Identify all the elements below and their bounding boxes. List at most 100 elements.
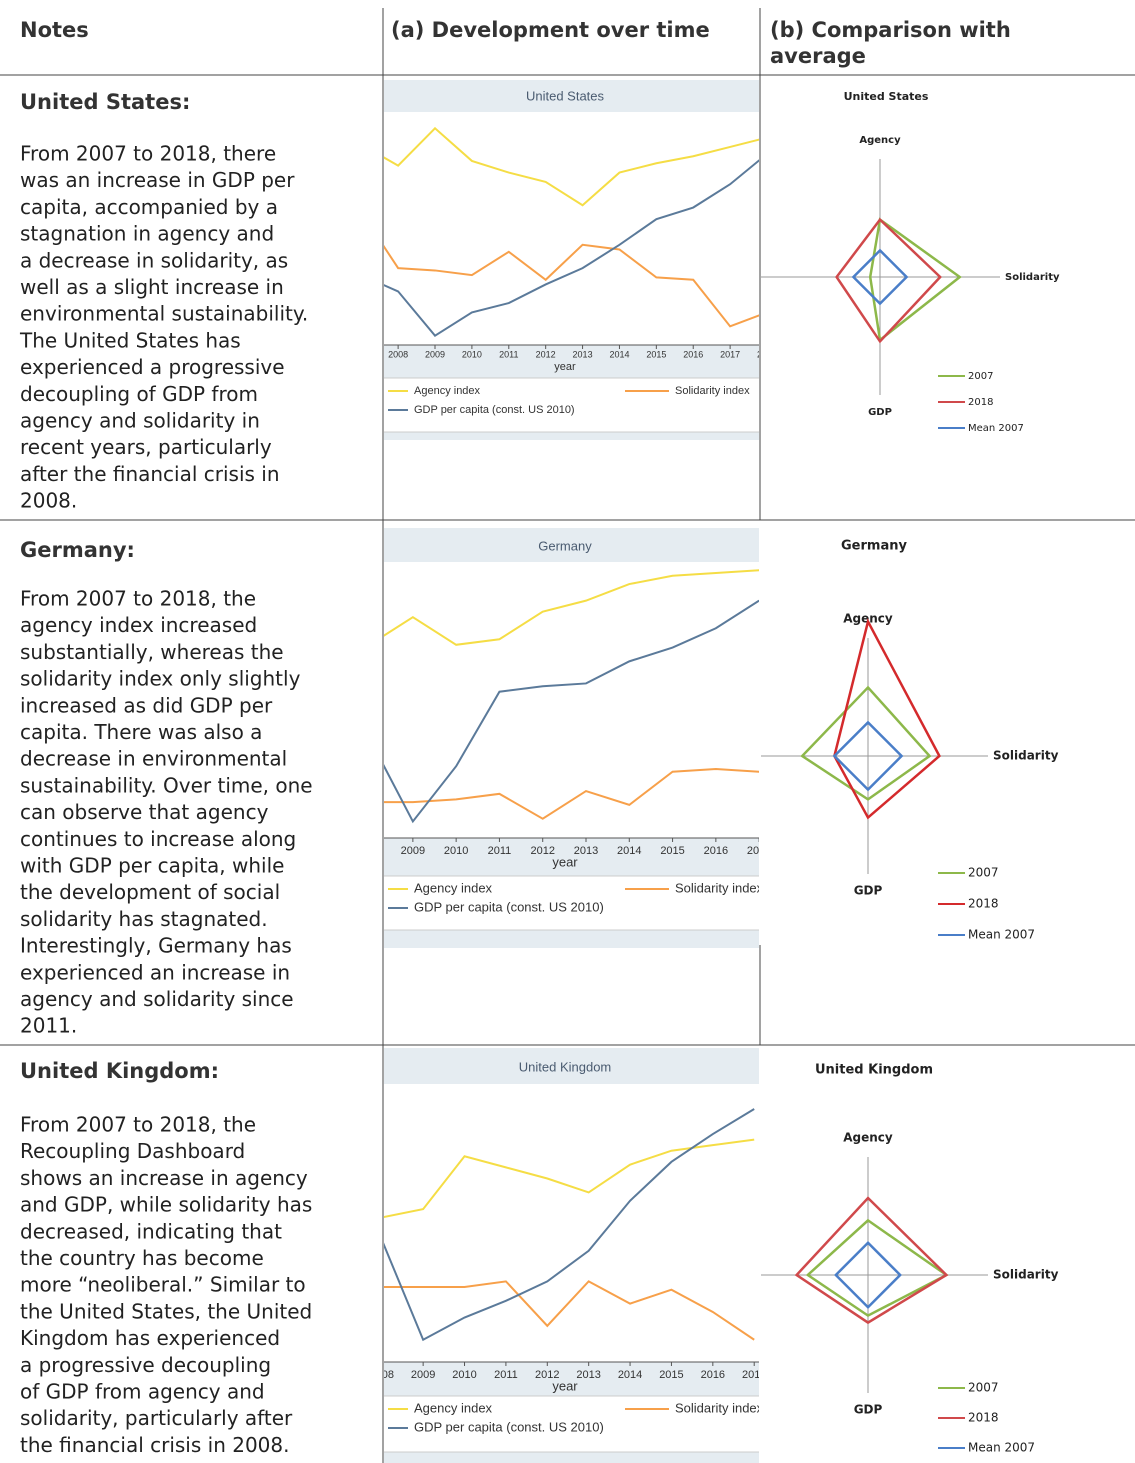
x-tick-label: 2013 bbox=[574, 845, 598, 857]
axis-label: Solidarity bbox=[993, 749, 1059, 763]
note-line: experienced a progressive bbox=[20, 355, 285, 379]
note-line: From 2007 to 2018, the bbox=[20, 1113, 256, 1137]
legend-label: Mean 2007 bbox=[968, 1441, 1035, 1455]
note-line: capita, accompanied by a bbox=[20, 195, 278, 219]
note-line: solidarity index only slightly bbox=[20, 667, 301, 691]
header-b: (b) Comparison with bbox=[770, 18, 1011, 42]
series-line bbox=[384, 569, 759, 646]
note-line: agency and solidarity in bbox=[20, 409, 260, 433]
x-axis-label: year bbox=[552, 854, 578, 869]
note-line: 2008. bbox=[20, 489, 77, 513]
x-tick-label: 2013 bbox=[573, 349, 593, 359]
axis-label: Agency bbox=[843, 612, 893, 626]
legend-label: Mean 2007 bbox=[968, 423, 1024, 434]
note-title: United States: bbox=[20, 90, 190, 114]
legend-label: Agency index bbox=[414, 1400, 493, 1415]
chart-title: Germany bbox=[538, 538, 592, 553]
legend-label: 2018 bbox=[968, 1411, 999, 1425]
note-line: the development of social bbox=[20, 880, 280, 904]
radar-polygon bbox=[833, 618, 941, 820]
x-tick-label: 2017 bbox=[720, 349, 740, 359]
series-line bbox=[384, 1280, 755, 1341]
radar-polygon bbox=[834, 1241, 902, 1309]
comparison-column: United States Agency Solidarity GDP 2007 2018… bbox=[761, 90, 1060, 1455]
legend-label: Mean 2007 bbox=[968, 928, 1035, 942]
chart-title: United Kingdom bbox=[519, 1059, 612, 1074]
note-line: a decrease in solidarity, as bbox=[20, 248, 288, 272]
chart-title: United Kingdom bbox=[815, 1063, 933, 1078]
note-title: United Kingdom: bbox=[20, 1059, 219, 1083]
x-tick-label: 2016 bbox=[704, 845, 728, 857]
chart-title: United States bbox=[844, 90, 929, 103]
series-line bbox=[384, 126, 759, 207]
note-line: solidarity has stagnated. bbox=[20, 907, 268, 931]
legend-label: 2018 bbox=[968, 397, 993, 408]
radar-polygon bbox=[868, 217, 962, 343]
radar-polygon bbox=[794, 1196, 949, 1325]
x-tick-label: 2016 bbox=[683, 349, 703, 359]
x-tick-label: 2011 bbox=[499, 349, 518, 359]
x-tick-label: 2009 bbox=[425, 349, 445, 359]
note-line: with GDP per capita, while bbox=[20, 854, 284, 878]
x-tick-label: 2015 bbox=[660, 845, 684, 857]
note-line: agency and solidarity since bbox=[20, 987, 294, 1011]
x-tick-label: 2010 bbox=[444, 845, 468, 857]
axis-label: GDP bbox=[854, 1403, 883, 1417]
note-line: and GDP, while solidarity has bbox=[20, 1193, 312, 1217]
table-rules bbox=[0, 8, 1135, 1463]
series-line bbox=[384, 767, 759, 820]
radar-polygon bbox=[835, 217, 942, 344]
x-tick-label: 2016 bbox=[701, 1369, 725, 1381]
x-tick-label: 2012 bbox=[536, 349, 556, 359]
x-tick-label: 2008 bbox=[388, 349, 408, 359]
plot-area bbox=[384, 112, 759, 345]
x-tick-label: 2015 bbox=[659, 1369, 683, 1381]
x-tick-label: 2010 bbox=[452, 1369, 476, 1381]
note-line: solidarity, particularly after bbox=[20, 1406, 293, 1430]
note-line: a progressive decoupling bbox=[20, 1353, 271, 1377]
legend-label: Agency index bbox=[414, 880, 493, 895]
plot-area bbox=[384, 562, 759, 838]
axis-label: Agency bbox=[859, 135, 901, 146]
legend-label: 2007 bbox=[968, 866, 999, 880]
axis-label: Solidarity bbox=[1005, 272, 1060, 283]
legend-label: 2018 bbox=[968, 897, 999, 911]
note-line: Kingdom has experienced bbox=[20, 1326, 280, 1350]
axis-label: Solidarity bbox=[993, 1268, 1059, 1282]
note-line: The United States has bbox=[19, 328, 241, 352]
x-tick-label: 2010 bbox=[462, 349, 482, 359]
note-line: substantially, whereas the bbox=[20, 640, 284, 664]
x-tick-label: 2015 bbox=[646, 349, 666, 359]
x-tick-label: 2014 bbox=[609, 349, 629, 359]
legend-box bbox=[384, 1395, 759, 1453]
note-line: sustainability. Over time, one bbox=[20, 773, 313, 797]
note-line: can observe that agency bbox=[20, 800, 269, 824]
x-tick-label: 2017 bbox=[747, 845, 771, 857]
development-column: United States 2008 2009 2010 2011 2012 2013 201… bbox=[370, 80, 771, 1463]
legend-label: 2007 bbox=[968, 371, 993, 382]
axis-label: Agency bbox=[843, 1131, 893, 1145]
x-tick-label: 2014 bbox=[617, 845, 641, 857]
header-a: (a) Development over time bbox=[391, 18, 710, 42]
note-line: of GDP from agency and bbox=[20, 1380, 265, 1404]
x-axis-label: year bbox=[552, 1378, 578, 1393]
x-tick-label: 2008 bbox=[370, 1369, 394, 1381]
legend-label: Solidarity index bbox=[675, 880, 764, 895]
note-line: Interestingly, Germany has bbox=[20, 934, 292, 958]
note-line: 2011. bbox=[20, 1014, 77, 1038]
note-line: From 2007 to 2018, there bbox=[20, 142, 276, 166]
chart-title: United States bbox=[526, 88, 605, 103]
x-tick-label: 2013 bbox=[576, 1369, 600, 1381]
note-line: recent years, particularly bbox=[20, 435, 272, 459]
legend-label: Solidarity index bbox=[675, 1400, 764, 1415]
series-line bbox=[384, 159, 759, 337]
note-line: more “neoliberal.” Similar to bbox=[20, 1273, 306, 1297]
radar-polygon bbox=[800, 685, 932, 801]
note-line: capita. There was also a bbox=[20, 720, 262, 744]
radar-polygon bbox=[805, 1218, 949, 1318]
legend-box bbox=[384, 377, 759, 433]
note-line: decoupling of GDP from bbox=[20, 382, 258, 406]
note-line: increased as did GDP per bbox=[20, 693, 273, 717]
note-line: the United States, the United bbox=[20, 1299, 312, 1323]
